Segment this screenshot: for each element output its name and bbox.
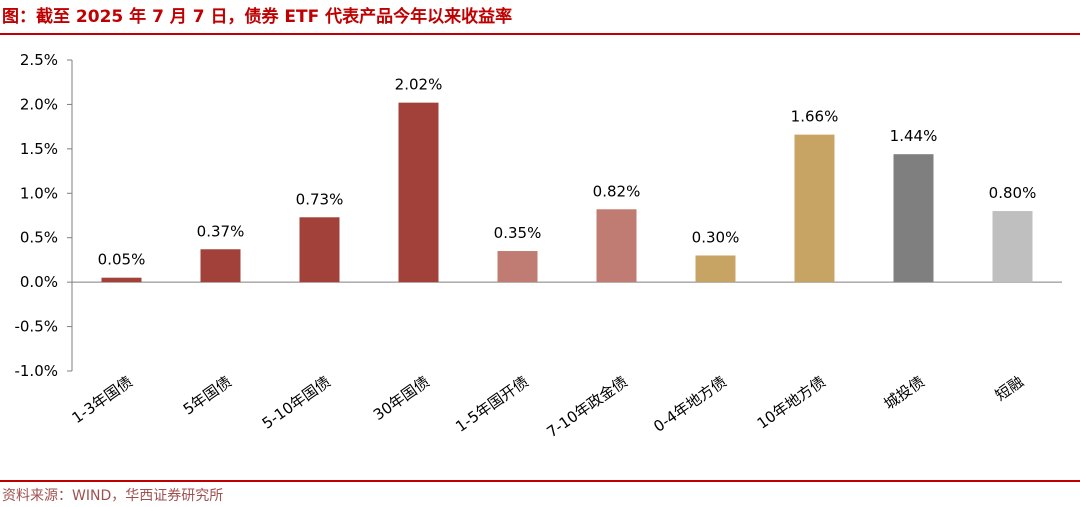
- data-label: 0.82%: [593, 182, 641, 200]
- data-labels: 0.05% 0.37% 0.73% 2.02% 0.35% 0.82% 0.30% 1.66%…: [98, 76, 1037, 269]
- y-tick-label: 0.5%: [20, 229, 58, 247]
- x-tick-label: 0-4年地方债: [650, 373, 730, 436]
- source-note: 资料来源：WIND，华西证券研究所: [2, 488, 224, 504]
- x-tick-label: 5-10年国债: [259, 373, 334, 433]
- bar: [794, 134, 835, 283]
- y-tick-label: 2.0%: [20, 95, 58, 113]
- bars: [101, 102, 1033, 283]
- y-tick-label: 1.0%: [20, 184, 58, 202]
- x-tick-label: 短融: [992, 373, 1027, 405]
- data-label: 0.80%: [989, 184, 1037, 202]
- y-tick-label: 2.5%: [20, 51, 58, 69]
- bar: [299, 217, 340, 283]
- x-axis-labels: 1-3年国债 5年国债 5-10年国债 30年国债 1-5年国开债 7-10年政金债 0-4…: [69, 373, 1027, 442]
- x-tick-label: 7-10年政金债: [543, 373, 630, 442]
- data-label: 1.66%: [791, 108, 839, 126]
- bar-chart: -1.0% -0.5% 0.0% 0.5% 1.0% 1.5% 2.0% 2.5% 0.05%…: [14, 51, 1062, 442]
- data-label: 2.02%: [395, 76, 443, 94]
- bar: [200, 249, 241, 283]
- data-label: 0.37%: [197, 222, 245, 240]
- y-tick-label: -0.5%: [14, 318, 58, 336]
- data-label: 0.35%: [494, 224, 542, 242]
- data-label: 0.05%: [98, 251, 146, 269]
- bar: [398, 102, 439, 283]
- bar: [695, 255, 736, 283]
- bar: [101, 277, 142, 283]
- title-divider: [0, 33, 1080, 35]
- bar: [893, 154, 934, 283]
- bar: [992, 211, 1033, 283]
- y-tick-label: 1.5%: [20, 140, 58, 158]
- x-tick-label: 1-3年国债: [69, 373, 136, 428]
- chart-title: 图：截至 2025 年 7 月 7 日，债券 ETF 代表产品今年以来收益率: [2, 7, 513, 27]
- y-tick-label: 0.0%: [20, 273, 58, 291]
- x-tick-label: 1-5年国开债: [452, 373, 532, 436]
- bar: [596, 209, 637, 283]
- bar: [497, 251, 538, 283]
- x-tick-label: 10年地方债: [754, 373, 829, 433]
- x-tick-label: 城投债: [881, 373, 928, 414]
- data-label: 0.73%: [296, 190, 344, 208]
- source-divider: [0, 480, 1080, 482]
- y-tick-label: -1.0%: [14, 362, 58, 380]
- x-tick-label: 5年国债: [180, 373, 235, 419]
- x-tick-label: 30年国债: [370, 373, 433, 425]
- data-label: 1.44%: [890, 127, 938, 145]
- data-label: 0.30%: [692, 228, 740, 246]
